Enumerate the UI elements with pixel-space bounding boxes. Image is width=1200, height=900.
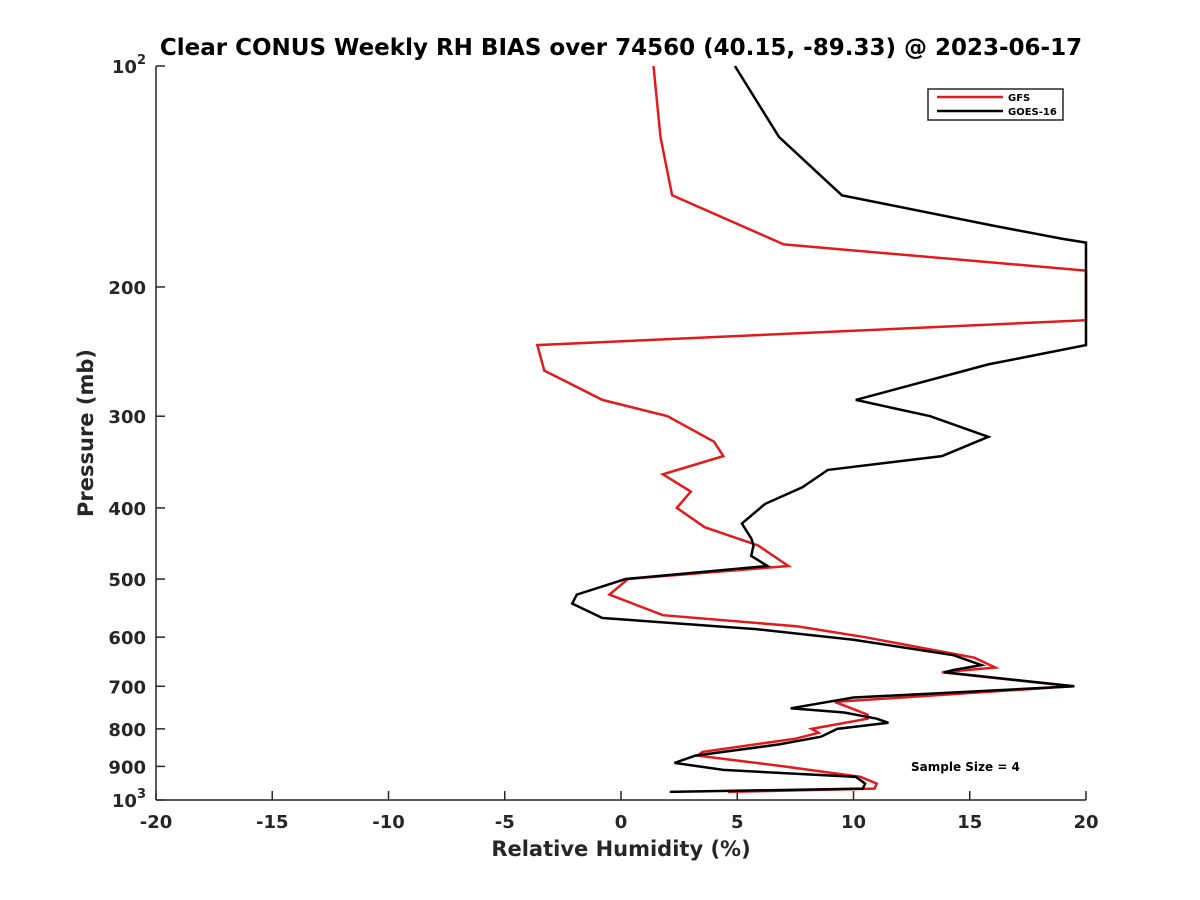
y-tick-label: 300: [108, 407, 146, 428]
sample-size-annotation: Sample Size = 4: [911, 760, 1020, 774]
y-tick-label: 800: [108, 720, 146, 741]
x-tick-label: 15: [957, 812, 982, 833]
y-tick-label: 103: [112, 787, 146, 812]
x-tick-label: 10: [841, 812, 866, 833]
y-axis-label: Pressure (mb): [74, 349, 98, 517]
x-tick-label: 5: [731, 812, 744, 833]
y-tick-label: 102: [112, 53, 146, 78]
x-axis-label: Relative Humidity (%): [491, 837, 750, 861]
legend-label-gfs: GFS: [1008, 93, 1030, 104]
x-tick-label: 0: [615, 812, 628, 833]
y-tick-label: 700: [108, 677, 146, 698]
x-tick-label: -5: [495, 812, 515, 833]
x-tick-label: -15: [256, 812, 289, 833]
y-tick-label: 200: [108, 278, 146, 299]
legend-label-goes16: GOES-16: [1008, 107, 1057, 118]
x-tick-label: -10: [372, 812, 405, 833]
y-tick-label: 400: [108, 499, 146, 520]
chart-title: Clear CONUS Weekly RH BIAS over 74560 (4…: [160, 35, 1082, 61]
series-line-gfs: [535, 65, 1088, 794]
legend: GFS GOES-16: [927, 88, 1064, 121]
x-tick-label: -20: [140, 812, 173, 833]
legend-box: [927, 88, 1064, 121]
y-tick-label: 500: [108, 570, 146, 591]
x-tick-label: 20: [1073, 812, 1098, 833]
y-tick-label: 900: [108, 757, 146, 778]
series-layer: [535, 65, 1088, 794]
series-line-goes16: [570, 65, 1088, 794]
y-tick-label: 600: [108, 628, 146, 649]
axes: -20 -15 -10 -5 0 5 10 15 20 102 200 300 400 500 600 700…: [108, 53, 1098, 833]
